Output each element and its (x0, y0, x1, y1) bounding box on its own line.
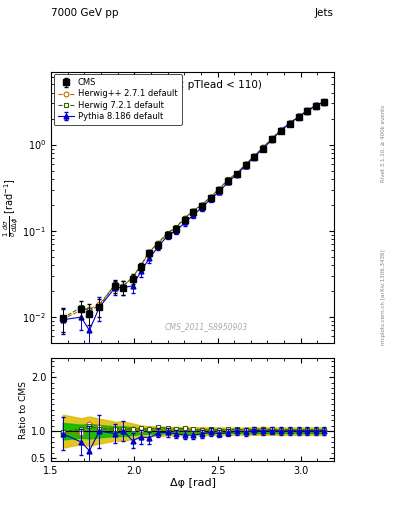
Herwig 7.2.1 default (313, 102, 318, 108)
Herwig 7.2.1 default (305, 108, 310, 114)
Herwig 7.2.1 default (165, 230, 170, 236)
Herwig 7.2.1 default (79, 304, 83, 310)
Herwig++ 2.7.1 default (156, 240, 161, 246)
Line: Herwig++ 2.7.1 default: Herwig++ 2.7.1 default (60, 99, 327, 322)
Herwig 7.2.1 default (113, 281, 118, 287)
X-axis label: Δφ [rad]: Δφ [rad] (169, 478, 216, 488)
Herwig 7.2.1 default (244, 161, 248, 167)
Herwig++ 2.7.1 default (270, 135, 275, 141)
Line: Herwig 7.2.1 default: Herwig 7.2.1 default (60, 99, 327, 321)
Herwig 7.2.1 default (121, 283, 126, 289)
Herwig 7.2.1 default (288, 120, 292, 126)
Herwig++ 2.7.1 default (288, 120, 292, 126)
Herwig 7.2.1 default (97, 303, 102, 309)
Herwig++ 2.7.1 default (322, 98, 327, 104)
Legend: CMS, Herwig++ 2.7.1 default, Herwig 7.2.1 default, Pythia 8.186 default: CMS, Herwig++ 2.7.1 default, Herwig 7.2.… (53, 74, 182, 125)
Y-axis label: Ratio to CMS: Ratio to CMS (19, 380, 28, 439)
Text: Rivet 3.1.10, ≥ 400k events: Rivet 3.1.10, ≥ 400k events (381, 105, 386, 182)
Herwig++ 2.7.1 default (244, 161, 248, 167)
Herwig 7.2.1 default (174, 224, 178, 230)
Herwig++ 2.7.1 default (113, 281, 118, 287)
Herwig 7.2.1 default (147, 249, 152, 255)
Herwig++ 2.7.1 default (139, 263, 143, 269)
Herwig 7.2.1 default (199, 202, 204, 208)
Herwig 7.2.1 default (209, 194, 213, 200)
Herwig++ 2.7.1 default (217, 186, 222, 192)
Herwig 7.2.1 default (61, 315, 65, 322)
Herwig 7.2.1 default (130, 274, 135, 280)
Herwig++ 2.7.1 default (174, 225, 178, 231)
Herwig++ 2.7.1 default (87, 306, 92, 312)
Herwig++ 2.7.1 default (97, 302, 102, 308)
Text: Δφ(jj) (80 < pTlead < 110): Δφ(jj) (80 < pTlead < 110) (124, 80, 261, 90)
Herwig 7.2.1 default (322, 98, 327, 104)
Herwig++ 2.7.1 default (191, 208, 196, 214)
Herwig++ 2.7.1 default (61, 316, 65, 323)
Herwig 7.2.1 default (252, 153, 257, 159)
Herwig++ 2.7.1 default (252, 153, 257, 159)
Herwig 7.2.1 default (226, 176, 231, 182)
Herwig++ 2.7.1 default (130, 274, 135, 280)
Herwig 7.2.1 default (183, 215, 187, 221)
Herwig 7.2.1 default (261, 144, 266, 150)
Y-axis label: $\frac{1}{\sigma}\frac{d\sigma}{d\Delta\phi}$ [rad$^{-1}$]: $\frac{1}{\sigma}\frac{d\sigma}{d\Delta\… (1, 178, 20, 237)
Herwig 7.2.1 default (87, 307, 92, 313)
Text: Jets: Jets (315, 8, 334, 18)
Text: 7000 GeV pp: 7000 GeV pp (51, 8, 119, 18)
Herwig++ 2.7.1 default (297, 113, 301, 119)
Herwig++ 2.7.1 default (147, 249, 152, 255)
Herwig++ 2.7.1 default (278, 127, 283, 133)
Herwig++ 2.7.1 default (234, 170, 239, 177)
Herwig 7.2.1 default (139, 262, 143, 268)
Herwig 7.2.1 default (297, 113, 301, 119)
Herwig++ 2.7.1 default (199, 202, 204, 208)
Herwig 7.2.1 default (156, 240, 161, 246)
Herwig++ 2.7.1 default (209, 194, 213, 200)
Herwig++ 2.7.1 default (183, 215, 187, 221)
Text: mcplots.cern.ch [arXiv:1306.3436]: mcplots.cern.ch [arXiv:1306.3436] (381, 249, 386, 345)
Herwig++ 2.7.1 default (79, 307, 83, 313)
Herwig++ 2.7.1 default (121, 283, 126, 289)
Herwig++ 2.7.1 default (226, 177, 231, 183)
Herwig++ 2.7.1 default (165, 230, 170, 237)
Herwig 7.2.1 default (278, 127, 283, 133)
Herwig 7.2.1 default (234, 170, 239, 176)
Herwig 7.2.1 default (217, 186, 222, 192)
Herwig++ 2.7.1 default (313, 102, 318, 109)
Herwig++ 2.7.1 default (261, 144, 266, 151)
Herwig++ 2.7.1 default (305, 108, 310, 114)
Text: CMS_2011_S8950903: CMS_2011_S8950903 (165, 322, 248, 331)
Herwig 7.2.1 default (191, 207, 196, 214)
Herwig 7.2.1 default (270, 135, 275, 141)
